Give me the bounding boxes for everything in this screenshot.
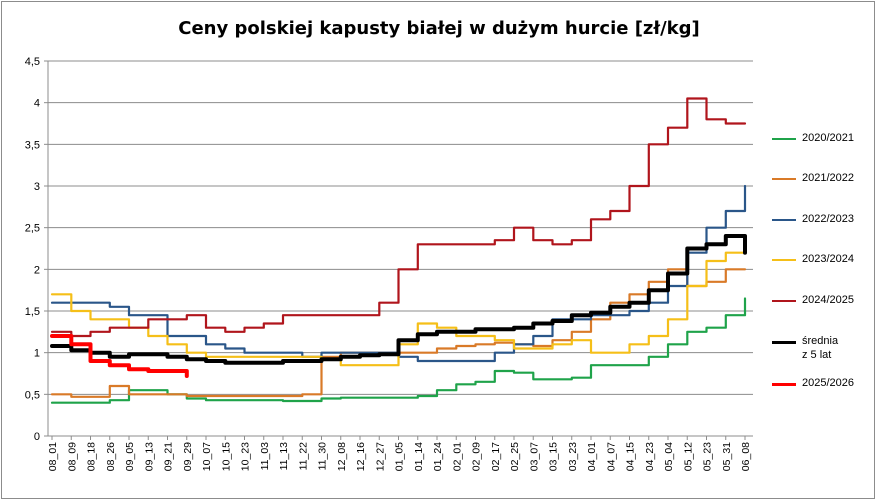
legend-label: 2021/2022 <box>802 172 854 184</box>
y-tick-label: 0 <box>34 431 40 443</box>
x-tick-label: 08_18 <box>86 442 98 471</box>
legend-swatch <box>772 259 796 261</box>
x-tick-label: 05_12 <box>682 442 694 471</box>
x-tick-label: 10_07 <box>201 442 213 471</box>
y-tick-label: 2,5 <box>25 223 40 235</box>
x-tick-label: 11_22 <box>297 442 309 471</box>
x-tick-label: 05_04 <box>663 442 675 471</box>
legend-label: 2023/2024 <box>802 253 854 265</box>
x-tick-label: 01_05 <box>394 442 406 471</box>
y-axis-tick-labels: 0 0,5 1 1,5 2 2,5 3 3,5 4 4,5 <box>25 56 40 443</box>
x-tick-label: 04_23 <box>644 442 656 471</box>
legend-swatch <box>772 341 796 344</box>
legend-swatch <box>772 383 796 386</box>
x-tick-label: 08_01 <box>47 442 59 471</box>
x-tick-label: 03_23 <box>567 442 579 471</box>
x-tick-label: 01_24 <box>432 442 444 471</box>
y-tick-label: 1,5 <box>25 306 40 318</box>
gridlines <box>44 60 753 437</box>
x-tick-label: 09_13 <box>143 442 155 471</box>
series-line-2025-2026 <box>50 334 189 378</box>
x-axis-tick-labels: 08_01 08_09 08_18 08_26 09_05 09_13 09_21 09_29… <box>47 442 752 471</box>
y-tick-label: 2 <box>34 264 40 276</box>
x-tick-label: 02_25 <box>509 442 521 471</box>
y-tick-label: 4,5 <box>25 56 40 68</box>
legend-label-line1: średnia <box>802 335 839 347</box>
x-tick-label: 09_21 <box>163 442 175 471</box>
legend-label: 2024/2025 <box>802 294 854 306</box>
x-tick-label: 11_13 <box>278 442 290 471</box>
y-tick-label: 0,5 <box>25 389 40 401</box>
x-tick-label: 12_08 <box>336 442 348 471</box>
legend-label: 2022/2023 <box>802 213 854 225</box>
x-tick-label: 01_14 <box>413 442 425 471</box>
x-tick-label: 10_15 <box>220 442 232 471</box>
legend-swatch <box>772 178 796 180</box>
legend-swatch <box>772 300 796 302</box>
x-tick-label: 11_30 <box>317 442 329 471</box>
y-tick-label: 1 <box>34 348 40 360</box>
y-tick-label: 4 <box>34 98 40 110</box>
x-tick-label: 09_29 <box>182 442 194 471</box>
x-tick-label: 05_31 <box>721 442 733 471</box>
axes <box>47 61 753 440</box>
legend-label: 2025/2026 <box>802 377 854 389</box>
x-tick-label: 04_07 <box>605 442 617 471</box>
x-tick-label: 11_03 <box>259 442 271 471</box>
x-tick-label: 04_15 <box>625 442 637 471</box>
x-tick-label: 09_05 <box>124 442 136 471</box>
legend-label: 2020/2021 <box>802 132 854 144</box>
chart-title: Ceny polskiej kapusty białej w dużym hur… <box>178 18 700 39</box>
x-tick-label: 08_09 <box>66 442 78 471</box>
x-tick-label: 03_07 <box>528 442 540 471</box>
x-tick-label: 02_01 <box>451 442 463 471</box>
x-tick-label: 04_01 <box>586 442 598 471</box>
series-line-2024-2025 <box>50 97 747 338</box>
x-tick-label: 12_27 <box>374 442 386 471</box>
y-tick-label: 3,5 <box>25 139 40 151</box>
x-tick-label: 10_23 <box>240 442 252 471</box>
x-tick-label: 02_09 <box>471 442 483 471</box>
legend-label-line2: z 5 lat <box>802 349 832 361</box>
legend-label: średnia z 5 lat <box>802 334 838 362</box>
legend-swatch <box>772 219 796 221</box>
series-line-2023-2024 <box>50 251 747 367</box>
x-tick-label: 08_26 <box>105 442 117 471</box>
series-line-2022-2023 <box>50 184 747 363</box>
y-tick-label: 3 <box>34 181 40 193</box>
legend-swatch <box>772 138 796 140</box>
x-tick-label: 02_17 <box>490 442 502 471</box>
x-tick-label: 05_23 <box>702 442 714 471</box>
series-lines <box>50 97 747 404</box>
x-tick-label: 12_16 <box>355 442 367 471</box>
series-line--rednia-z-5-lat <box>50 234 747 365</box>
x-tick-label: 06_08 <box>740 442 752 471</box>
x-tick-label: 03_15 <box>548 442 560 471</box>
